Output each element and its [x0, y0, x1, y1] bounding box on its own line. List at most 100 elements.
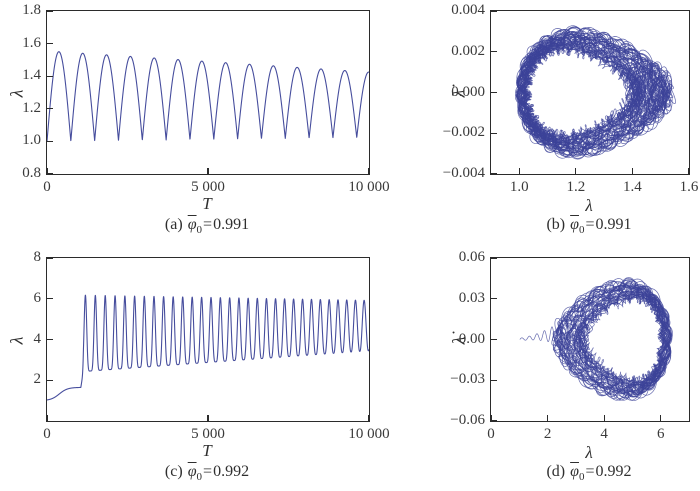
y-tick-label: 0.002	[451, 42, 485, 59]
phi-bar-symbol: φ	[187, 463, 197, 480]
equals-sign: =	[203, 463, 213, 480]
x-tick-label: 1.2	[566, 179, 586, 195]
y-tick-mark	[47, 338, 53, 341]
y-tick-mark	[47, 257, 53, 259]
equals-sign: =	[585, 216, 595, 233]
y-tick-mark	[491, 420, 497, 422]
x-axis-label-a: T	[202, 194, 212, 213]
x-tick-label: 0	[43, 426, 51, 442]
caption-value-b: 0.991	[595, 216, 632, 233]
y-tick-label: 0.004	[451, 2, 485, 19]
y-tick-label: 0.8	[22, 165, 41, 182]
caption-a: (a) φ0=0.991	[46, 216, 368, 237]
plot-frame-b: 1.0 1.2 1.4 1.6 0.004 0.002 0.000 −0.002 −0.004	[443, 3, 699, 195]
y-tick-mark	[47, 173, 53, 175]
caption-index-d: (d)	[546, 463, 566, 480]
x-axis-label-b: λ	[585, 196, 593, 215]
y-tick-mark	[491, 91, 497, 94]
x-tick-mark	[688, 168, 690, 174]
x-tick-label: 4	[600, 426, 608, 442]
y-tick-mark	[47, 10, 53, 12]
y-tick-label: 2	[33, 371, 42, 388]
x-tick-mark	[46, 415, 48, 421]
y-tick-mark	[47, 108, 53, 110]
x-tick-mark	[546, 415, 549, 421]
y-tick-label: 8	[33, 249, 42, 266]
y-tick-mark	[491, 298, 497, 300]
x-tick-label: 5 000	[191, 179, 225, 195]
caption-value-a: 0.991	[213, 216, 250, 233]
y-tick-mark	[491, 10, 497, 12]
y-tick-label: 0.06	[458, 249, 485, 266]
caption-index-c: (c)	[164, 463, 183, 480]
y-tick-label: 4	[33, 330, 42, 347]
y-tick-label: 0.03	[458, 289, 485, 306]
curve-canvas-b	[491, 11, 689, 174]
x-tick-label: 6	[656, 426, 665, 442]
plot-frame-a: 0 5 000 10 000 0.8 1.0 1.2 1.4 1.6 1.8	[22, 3, 389, 195]
y-tick-mark	[491, 257, 497, 259]
phi-bar-symbol: φ	[570, 463, 579, 480]
y-tick-label: 1.0	[22, 132, 41, 149]
y-tick-mark	[491, 51, 497, 53]
caption-d: (d) φ0=0.992	[490, 463, 688, 484]
phi-subscript: 0	[578, 224, 585, 237]
caption-c: (c) φ0=0.992	[46, 463, 368, 484]
y-tick-label: 1.8	[22, 2, 41, 19]
y-tick-mark	[47, 43, 53, 45]
x-tick-label: 5 000	[191, 426, 225, 442]
phi-subscript: 0	[196, 471, 203, 484]
y-tick-label: 1.2	[22, 99, 41, 116]
y-tick-mark	[491, 173, 497, 175]
y-axis-label-c: λ	[6, 336, 27, 345]
curve-canvas-a	[47, 11, 369, 174]
phi-bar-symbol: φ	[187, 216, 197, 233]
plot-frame-c: 0 5 000 10 000 2 4 6 8	[34, 250, 390, 442]
y-tick-label: −0.002	[442, 124, 485, 141]
y-tick-label: 6	[33, 289, 42, 306]
x-axis-label-c: T	[202, 441, 212, 460]
x-tick-label: 0	[43, 179, 51, 195]
y-tick-label: 1.6	[22, 34, 41, 51]
x-tick-label: 0	[487, 426, 495, 442]
x-tick-label: 1.0	[509, 179, 529, 195]
caption-value-c: 0.992	[213, 463, 250, 480]
y-tick-label: 0.000	[451, 83, 485, 100]
y-tick-label: −0.004	[442, 165, 485, 182]
caption-value-d: 0.992	[595, 463, 632, 480]
y-tick-label: 0.00	[458, 330, 485, 347]
y-tick-label: −0.03	[450, 371, 485, 388]
x-tick-label: 10 000	[348, 426, 390, 442]
y-tick-label: −0.06	[450, 412, 485, 429]
x-tick-label: 1.6	[679, 179, 699, 195]
x-axis-label-d: λ	[585, 443, 593, 462]
y-tick-mark	[491, 379, 497, 381]
caption-b: (b) φ0=0.991	[490, 216, 688, 237]
y-tick-mark	[491, 338, 497, 341]
x-tick-mark	[518, 168, 520, 174]
y-tick-mark	[491, 132, 497, 134]
plot-frame-d: 0 2 4 6 0.06 0.03 0.00 −0.03 −0.06	[450, 250, 690, 442]
x-tick-label: 10 000	[348, 179, 390, 195]
curve-canvas-c	[47, 258, 369, 421]
x-tick-mark	[660, 415, 662, 421]
phi-subscript: 0	[196, 224, 203, 237]
y-tick-mark	[47, 75, 53, 77]
x-tick-mark	[631, 168, 634, 174]
y-tick-label: 1.4	[22, 67, 41, 84]
y-tick-mark	[47, 298, 53, 300]
x-tick-mark	[603, 415, 605, 421]
x-tick-mark	[207, 415, 209, 421]
y-tick-mark	[47, 379, 53, 381]
x-tick-mark	[368, 415, 370, 421]
x-tick-label: 2	[543, 426, 552, 442]
x-tick-mark	[46, 168, 48, 174]
x-tick-mark	[575, 168, 577, 174]
phi-subscript: 0	[578, 471, 585, 484]
phi-bar-symbol: φ	[570, 216, 579, 233]
y-tick-mark	[47, 140, 53, 142]
x-tick-mark	[368, 168, 370, 174]
curve-canvas-d	[491, 258, 689, 421]
x-tick-mark	[207, 168, 209, 174]
